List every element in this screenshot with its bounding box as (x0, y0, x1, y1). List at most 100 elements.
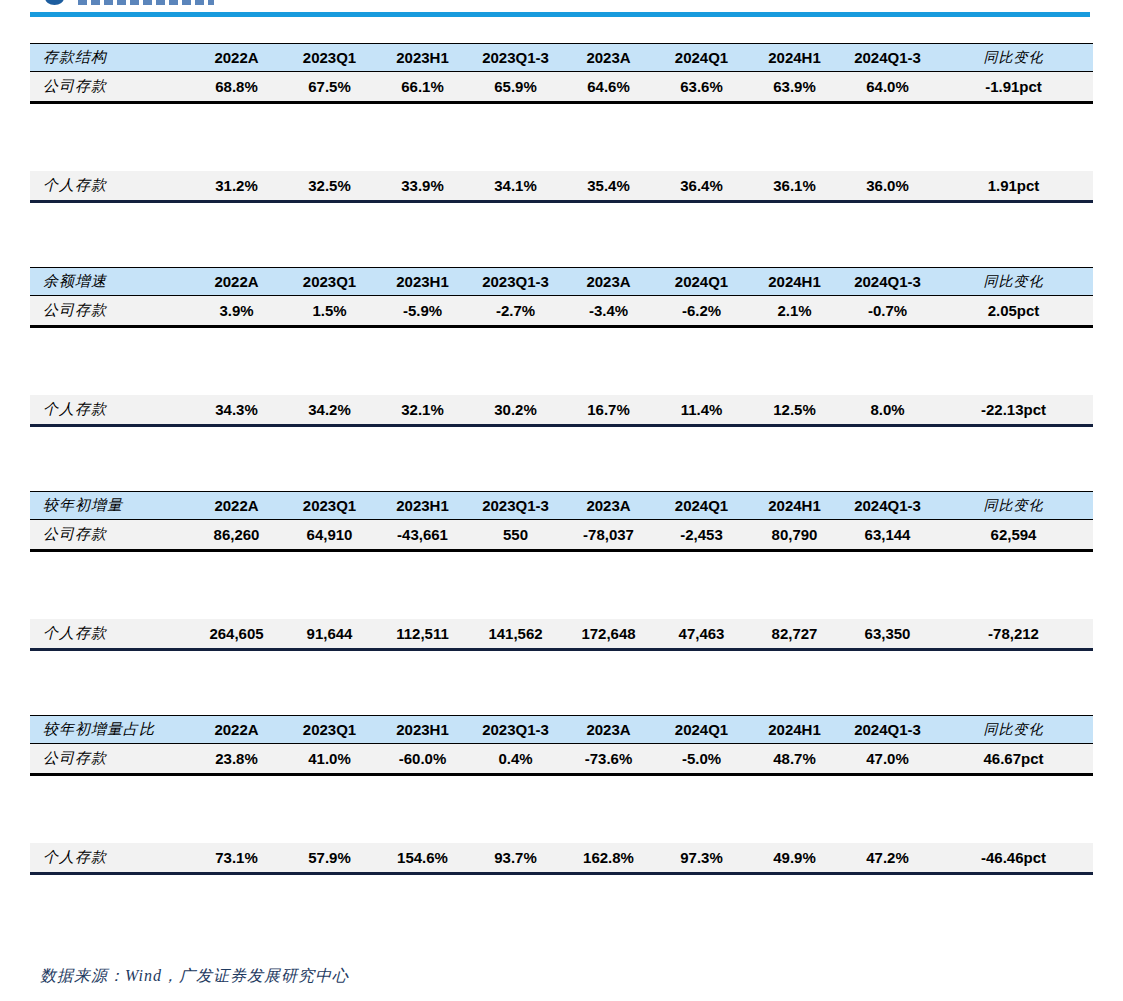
spacer-row (30, 551, 1093, 619)
cell-value: 63.6% (655, 72, 748, 103)
cell-value: 68.8% (190, 72, 283, 103)
column-header: 2023Q1-3 (469, 716, 562, 744)
cell-value: 34.2% (283, 395, 376, 426)
column-header: 2024Q1-3 (841, 716, 934, 744)
cell-value: -6.2% (655, 296, 748, 327)
cell-value: 34.1% (469, 171, 562, 202)
cell-value: 141,562 (469, 619, 562, 650)
cell-value: -2,453 (655, 520, 748, 551)
cell-value: -46.46pct (934, 843, 1093, 874)
column-header: 同比变化 (934, 44, 1093, 72)
table-row: 个人存款264,60591,644112,511141,562172,64847… (30, 619, 1093, 650)
cell-value: 162.8% (562, 843, 655, 874)
cell-value: 65.9% (469, 72, 562, 103)
cell-value: 64.0% (841, 72, 934, 103)
column-header: 2023A (562, 716, 655, 744)
table-title: 存款结构 (30, 44, 190, 72)
spacer-row (30, 327, 1093, 395)
masthead-divider-rule (30, 12, 1090, 17)
cell-value: 32.5% (283, 171, 376, 202)
cell-value: 0.4% (469, 744, 562, 775)
column-header: 2024Q1-3 (841, 268, 934, 296)
cell-value: 1.91pct (934, 171, 1093, 202)
row-label: 个人存款 (30, 843, 190, 874)
row-label: 公司存款 (30, 296, 190, 327)
column-header: 2023H1 (376, 492, 469, 520)
cell-value: 33.9% (376, 171, 469, 202)
row-label: 个人存款 (30, 171, 190, 202)
cell-value: 47.0% (841, 744, 934, 775)
cell-value: 23.8% (190, 744, 283, 775)
column-header: 2024H1 (748, 492, 841, 520)
cell-value: -78,212 (934, 619, 1093, 650)
cell-value: 82,727 (748, 619, 841, 650)
column-header: 2024Q1 (655, 44, 748, 72)
cell-value: -2.7% (469, 296, 562, 327)
cell-value: 48.7% (748, 744, 841, 775)
table-row: 公司存款68.8%67.5%66.1%65.9%64.6%63.6%63.9%6… (30, 72, 1093, 103)
table-title: 余额增速 (30, 268, 190, 296)
cell-value: 2.05pct (934, 296, 1093, 327)
cell-value: 41.0% (283, 744, 376, 775)
cell-value: 264,605 (190, 619, 283, 650)
cell-value: 8.0% (841, 395, 934, 426)
column-header: 2024H1 (748, 716, 841, 744)
cell-value: 31.2% (190, 171, 283, 202)
cell-value: 1.5% (283, 296, 376, 327)
gf-securities-logo-fragment (28, 0, 218, 6)
row-label: 公司存款 (30, 72, 190, 103)
column-header: 2024Q1-3 (841, 44, 934, 72)
column-header: 2024Q1 (655, 492, 748, 520)
cell-value: 97.3% (655, 843, 748, 874)
cell-value: 3.9% (190, 296, 283, 327)
column-header: 2023Q1-3 (469, 268, 562, 296)
cell-value: 154.6% (376, 843, 469, 874)
cell-value: 16.7% (562, 395, 655, 426)
cell-value: -0.7% (841, 296, 934, 327)
cell-value: 93.7% (469, 843, 562, 874)
column-header: 同比变化 (934, 268, 1093, 296)
cell-value: -73.6% (562, 744, 655, 775)
cell-value: -1.91pct (934, 72, 1093, 103)
cell-value: 57.9% (283, 843, 376, 874)
cell-value: 2.1% (748, 296, 841, 327)
cell-value: 91,644 (283, 619, 376, 650)
column-header: 2024Q1 (655, 268, 748, 296)
logo-ellipse-icon (45, 0, 64, 5)
cell-value: -5.9% (376, 296, 469, 327)
cell-value: 67.5% (283, 72, 376, 103)
column-header: 2023Q1-3 (469, 44, 562, 72)
table-title: 较年初增量 (30, 492, 190, 520)
column-header: 2022A (190, 492, 283, 520)
cell-value: 34.3% (190, 395, 283, 426)
column-header: 2024Q1-3 (841, 492, 934, 520)
cell-value: 550 (469, 520, 562, 551)
cell-value: -60.0% (376, 744, 469, 775)
tables-container: 存款结构2022A2023Q12023H12023Q1-32023A2024Q1… (30, 43, 1093, 939)
row-label: 公司存款 (30, 520, 190, 551)
column-header: 2023H1 (376, 44, 469, 72)
column-header: 2023Q1 (283, 716, 376, 744)
data-source-note: 数据来源：Wind，广发证券发展研究中心 (40, 966, 349, 987)
cell-value: 112,511 (376, 619, 469, 650)
column-header: 2023Q1 (283, 44, 376, 72)
table-row: 个人存款34.3%34.2%32.1%30.2%16.7%11.4%12.5%8… (30, 395, 1093, 426)
cell-value: 32.1% (376, 395, 469, 426)
table-header-row: 较年初增量2022A2023Q12023H12023Q1-32023A2024Q… (30, 492, 1093, 520)
column-header: 同比变化 (934, 492, 1093, 520)
cell-value: 64.6% (562, 72, 655, 103)
cell-value: 47.2% (841, 843, 934, 874)
table-ytd-increase: 较年初增量2022A2023Q12023H12023Q1-32023A2024Q… (30, 491, 1093, 651)
cell-value: 35.4% (562, 171, 655, 202)
column-header: 2022A (190, 44, 283, 72)
cell-value: -43,661 (376, 520, 469, 551)
cell-value: -5.0% (655, 744, 748, 775)
cell-value: 36.0% (841, 171, 934, 202)
cell-value: 73.1% (190, 843, 283, 874)
column-header: 2023Q1 (283, 492, 376, 520)
column-header: 2023Q1-3 (469, 492, 562, 520)
cell-value: -22.13pct (934, 395, 1093, 426)
table-row: 个人存款31.2%32.5%33.9%34.1%35.4%36.4%36.1%3… (30, 171, 1093, 202)
table-deposit-structure: 存款结构2022A2023Q12023H12023Q1-32023A2024Q1… (30, 43, 1093, 203)
row-label: 个人存款 (30, 395, 190, 426)
